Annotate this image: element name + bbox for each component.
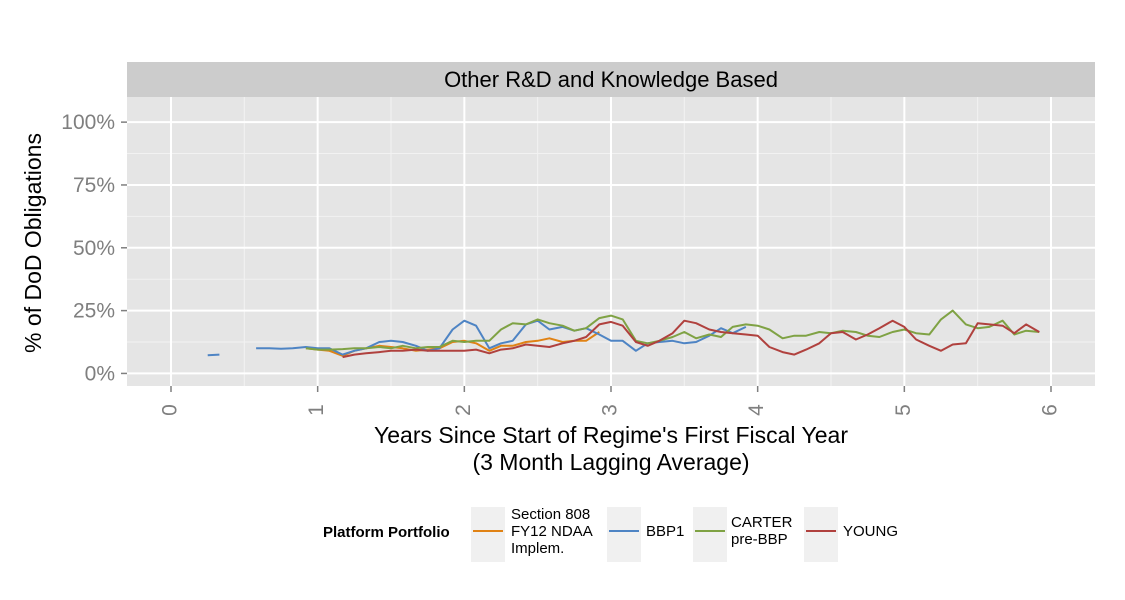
legend-key-bbp1 xyxy=(607,507,641,562)
x-tick-label: 5 xyxy=(892,404,915,416)
legend-item-young: YOUNG xyxy=(804,507,898,562)
y-tick-label: 50% xyxy=(73,237,115,260)
x-tick-label: 4 xyxy=(745,404,768,416)
legend-title: Platform Portfolio xyxy=(323,524,450,541)
y-tick-label: 100% xyxy=(61,111,115,134)
legend-item-section-808: Section 808 FY12 NDAA Implem. xyxy=(471,506,593,562)
legend-key-section-808 xyxy=(471,507,505,562)
legend-label-section-808-line-1: Section 808 xyxy=(511,506,590,523)
legend-key-carter xyxy=(693,507,727,562)
series-line-1-segment-1 xyxy=(256,319,747,356)
y-axis-title: % of DoD Obligations xyxy=(20,133,46,353)
x-axis-title-line-1: Years Since Start of Regime's First Fisc… xyxy=(374,422,848,448)
y-tick-label: 0% xyxy=(85,362,115,385)
legend-label-bbp1: BBP1 xyxy=(646,523,684,540)
x-tick-label: 0 xyxy=(159,404,182,416)
x-tick-label: 3 xyxy=(599,404,622,416)
legend-label-young: YOUNG xyxy=(843,523,898,540)
series-line-1-segment-0 xyxy=(207,353,220,357)
x-tick-label: 6 xyxy=(1039,404,1062,416)
legend-label-carter-line-1: CARTER xyxy=(731,514,793,531)
legend-item-carter: CARTER pre-BBP xyxy=(693,507,793,562)
facet-strip xyxy=(127,62,1095,97)
x-tick-label: 2 xyxy=(452,404,475,416)
legend-label-section-808-line-2: FY12 NDAA xyxy=(511,523,593,540)
y-tick-label: 75% xyxy=(73,174,115,197)
major-gridlines xyxy=(127,97,1095,386)
y-axis: 0% 25% 50% 75% 100% xyxy=(61,111,127,385)
y-tick-label: 25% xyxy=(73,300,115,323)
series-lines xyxy=(207,309,1040,359)
x-axis-title-line-2: (3 Month Lagging Average) xyxy=(472,449,749,475)
x-axis: 0 1 2 3 4 5 6 xyxy=(159,386,1062,416)
legend-item-bbp1: BBP1 xyxy=(607,507,684,562)
legend-label-section-808-line-3: Implem. xyxy=(511,540,564,557)
legend: Platform Portfolio Section 808 FY12 NDAA… xyxy=(323,506,898,562)
legend-key-young xyxy=(804,507,838,562)
legend-label-carter-line-2: pre-BBP xyxy=(731,531,788,548)
series-line-2-segment-0 xyxy=(305,309,1040,351)
x-tick-label: 1 xyxy=(305,404,328,416)
facet-title: Other R&D and Knowledge Based xyxy=(444,67,778,92)
series-line-3-segment-0 xyxy=(342,319,1040,359)
